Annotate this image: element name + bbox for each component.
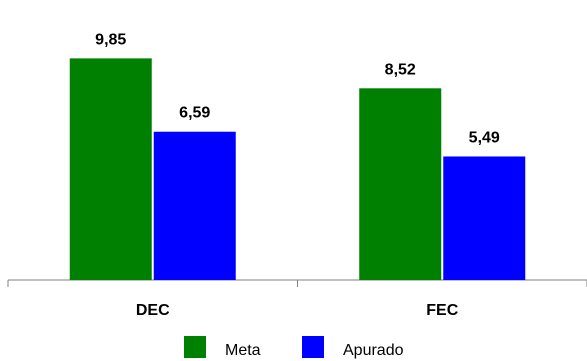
bar-meta-fec xyxy=(359,88,442,280)
data-labels: 9,85 6,59 8,52 5,49 xyxy=(95,31,500,146)
legend-swatch-apurado xyxy=(302,336,324,358)
x-axis xyxy=(7,279,587,287)
category-label: FEC xyxy=(426,302,458,319)
legend-label: Meta xyxy=(225,342,261,359)
category-label: DEC xyxy=(136,302,170,319)
bar-apurado-fec xyxy=(443,156,526,280)
legend: Meta Apurado xyxy=(184,336,404,359)
data-label: 8,52 xyxy=(385,61,416,78)
category-labels: DEC FEC xyxy=(136,302,459,319)
legend-label: Apurado xyxy=(343,342,404,359)
bars xyxy=(69,58,526,280)
bar-meta-dec xyxy=(69,58,152,280)
data-label: 5,49 xyxy=(469,129,500,146)
data-label: 6,59 xyxy=(179,105,210,122)
bar-apurado-dec xyxy=(153,131,236,280)
legend-swatch-meta xyxy=(184,336,206,358)
data-label: 9,85 xyxy=(95,31,126,48)
